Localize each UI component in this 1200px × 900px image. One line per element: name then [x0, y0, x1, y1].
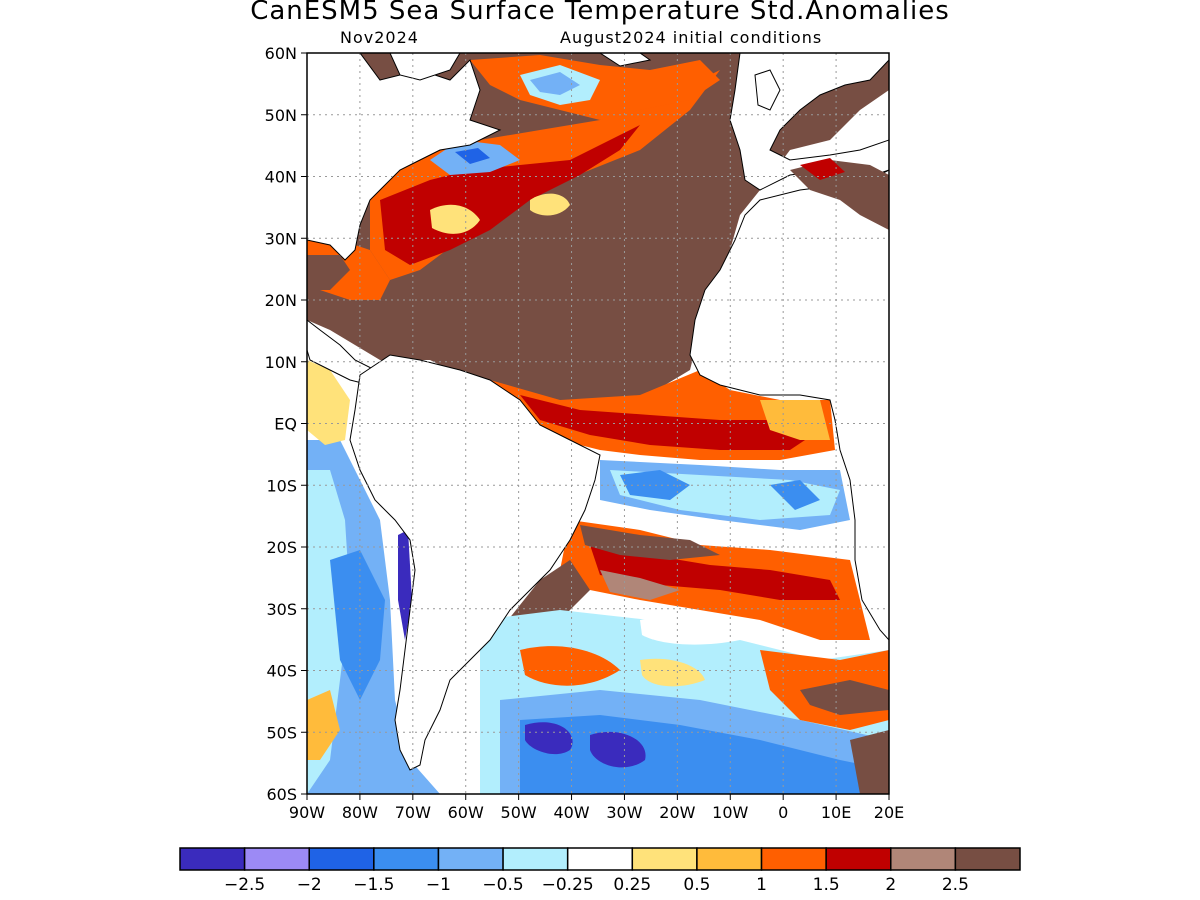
- colorbar-label: −1: [426, 875, 451, 895]
- southeast-atlantic-brown-2: [850, 730, 889, 794]
- southern-ocean-deep-blue-2: [590, 731, 646, 768]
- subpolar-blue-patch: [530, 72, 580, 95]
- colorbar-label: −1.5: [353, 875, 394, 895]
- lat-tick-label: 50S: [266, 723, 297, 742]
- south-atlantic-white-gap: [640, 617, 740, 645]
- equatorial-red-band: [520, 395, 820, 450]
- lon-tick-label: 40W: [553, 803, 589, 822]
- greenland-land: [389, 53, 461, 81]
- colorbar-swatch: [566, 847, 634, 871]
- latitude-axis: 60N 50N 40N 30N 20N 10N EQ 10S 20S 30S 40S 50S 60S: [265, 44, 307, 804]
- southeast-pacific-warm: [307, 690, 340, 760]
- lon-tick-label: 20E: [874, 803, 904, 822]
- lat-tick-label: 30S: [266, 600, 297, 619]
- colorbar-swatch: [437, 847, 504, 871]
- lon-tick-label: 10E: [821, 803, 851, 822]
- colorbar-swatch: [825, 847, 892, 871]
- colorbar-label: −0.5: [482, 875, 523, 895]
- southern-ocean-orange-patch: [520, 646, 620, 686]
- colorbar-swatch: [179, 847, 246, 871]
- longitude-axis: 90W 80W 70W 60W 50W 40W 30W 20W 10W 0 10E 20E: [289, 794, 904, 822]
- lon-tick-label: 0: [778, 803, 788, 822]
- colorbar-swatch: [373, 847, 440, 871]
- lat-tick-label: 40N: [265, 168, 297, 187]
- east-pacific-yellow: [307, 360, 350, 445]
- colorbar-swatch: [696, 847, 763, 871]
- colorbar-swatch: [760, 847, 827, 871]
- south-subtropical-brown-band: [580, 525, 720, 560]
- lon-tick-label: 50W: [501, 803, 537, 822]
- grid-lines: [307, 53, 889, 794]
- valid-month-label: Nov2024: [340, 28, 419, 47]
- southern-ocean-yellow-patch: [640, 658, 705, 687]
- colorbar-swatch: [308, 847, 375, 871]
- colorbar-label: 0.5: [683, 875, 710, 895]
- iceland-land: [599, 53, 652, 67]
- colorbar-swatch: [502, 847, 569, 871]
- lon-tick-label: 20W: [659, 803, 695, 822]
- southeast-atlantic-brown: [800, 680, 889, 715]
- colorbar-label: 1: [756, 875, 767, 895]
- lat-tick-label: 60S: [266, 785, 297, 804]
- lat-tick-label: 10N: [265, 353, 297, 372]
- colorbar-label: 2: [885, 875, 896, 895]
- southern-ocean-deep-blue: [525, 722, 573, 755]
- lon-tick-label: 10W: [712, 803, 748, 822]
- colorbar-swatch: [631, 847, 698, 871]
- gulf-of-mexico-brown: [307, 255, 350, 290]
- colorbar-label: 1.5: [813, 875, 840, 895]
- lat-tick-label: 10S: [266, 476, 297, 495]
- initial-conditions-label: August2024 initial conditions: [560, 28, 823, 47]
- colorbar-swatch: [243, 847, 310, 871]
- lon-tick-label: 60W: [448, 803, 484, 822]
- mediterranean-red-patch: [800, 158, 845, 180]
- lat-tick-label: 50N: [265, 106, 297, 125]
- mediterranean-brown-patch: [790, 160, 889, 230]
- colorbar-swatch: [890, 847, 957, 871]
- peru-coast-deep-blue: [398, 530, 412, 640]
- lon-tick-label: 30W: [606, 803, 642, 822]
- lat-tick-label: EQ: [274, 415, 297, 434]
- uk-land: [754, 69, 781, 111]
- lat-tick-label: 40S: [266, 662, 297, 681]
- lon-tick-label: 90W: [289, 803, 325, 822]
- lon-tick-label: 80W: [342, 803, 378, 822]
- tropical-south-blue-patch-2: [770, 480, 820, 510]
- colorbar-label: 2.5: [942, 875, 969, 895]
- colorbar-label: 0.25: [613, 875, 651, 895]
- labrador-blue-patch: [455, 148, 490, 164]
- lat-tick-label: 30N: [265, 229, 297, 248]
- colorbar-label: −2: [297, 875, 322, 895]
- colorbar-swatch: [954, 847, 1021, 871]
- lon-tick-label: 70W: [395, 803, 431, 822]
- map-title: CanESM5 Sea Surface Temperature Std.Anom…: [250, 0, 950, 26]
- north-atlantic-yellow-patch: [430, 204, 480, 234]
- south-subtropical-red-band: [590, 545, 840, 600]
- lat-tick-label: 20S: [266, 538, 297, 557]
- lat-tick-label: 20N: [265, 291, 297, 310]
- africa-land: [689, 169, 889, 641]
- north-atlantic-yellow-patch-2: [530, 193, 570, 216]
- colorbar: −2.5 −2 −1.5 −1 −0.5 −0.25 0.25 0.5 1 1.5 2 2.5: [179, 847, 1021, 895]
- south-subtropical-pink: [600, 570, 680, 600]
- colorbar-label: −2.5: [224, 875, 265, 895]
- map-field: [307, 53, 889, 794]
- equatorial-yellow-patch: [760, 400, 830, 440]
- lat-tick-label: 60N: [265, 44, 297, 63]
- east-pacific-blue: [330, 550, 385, 700]
- colorbar-label: −0.25: [542, 875, 594, 895]
